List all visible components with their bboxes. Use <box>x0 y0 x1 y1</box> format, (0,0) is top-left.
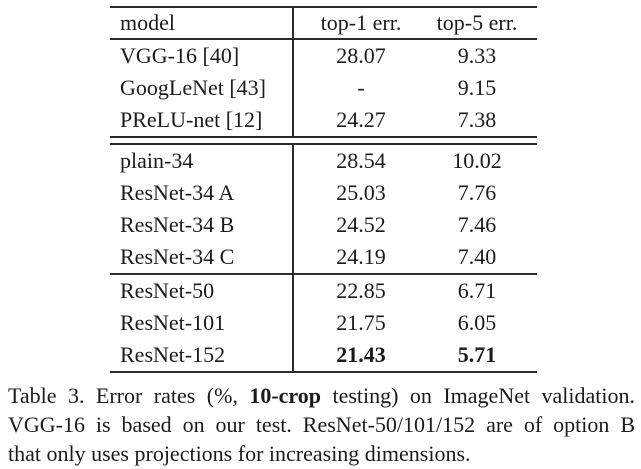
group-separator-rule <box>110 273 537 275</box>
table-caption: Table 3. Error rates (%, 10-crop testing… <box>8 381 635 468</box>
table-row: ResNet-101 21.75 6.05 <box>110 307 537 339</box>
header-separator-rule <box>110 38 537 40</box>
top5-cell: 7.38 <box>457 107 497 132</box>
table-bottom-rule <box>110 371 537 373</box>
top1-cell: 24.19 <box>336 244 386 269</box>
model-cell: plain-34 <box>110 145 294 177</box>
top1-cell: - <box>357 75 365 100</box>
table-header-row: model top-1 err. top-5 err. <box>110 8 537 38</box>
top5-cell: 7.46 <box>457 212 497 237</box>
group-separator-double-rule <box>110 136 537 145</box>
table-row: ResNet-50 22.85 6.71 <box>110 275 537 307</box>
top1-cell: 25.03 <box>336 180 386 205</box>
caption-text: Table 3. Error rates (%, <box>8 383 250 408</box>
results-table: model top-1 err. top-5 err. VGG-16 [40] … <box>110 6 537 373</box>
top1-cell: 21.43 <box>336 342 386 367</box>
top1-cell: 24.27 <box>336 107 386 132</box>
top5-cell: 9.33 <box>457 43 497 68</box>
top1-cell: 22.85 <box>336 278 386 303</box>
top5-cell: 7.40 <box>457 244 497 269</box>
caption-text: testing) on ImageNet validation. <box>321 383 635 408</box>
top5-cell: 5.71 <box>457 342 497 367</box>
top1-cell: 28.54 <box>336 148 386 173</box>
top5-cell: 6.05 <box>457 310 497 335</box>
table-row: GoogLeNet [43] - 9.15 <box>110 72 537 104</box>
model-cell: ResNet-101 <box>110 307 294 339</box>
model-cell: VGG-16 [40] <box>110 40 294 72</box>
top5-cell: 7.76 <box>457 180 497 205</box>
caption-line-1: Table 3. Error rates (%, 10-crop testing… <box>8 381 635 410</box>
table-row: PReLU-net [12] 24.27 7.38 <box>110 104 537 136</box>
model-cell: ResNet-34 C <box>110 241 294 273</box>
header-top5-err: top-5 err. <box>436 10 518 35</box>
table-row: ResNet-34 B 24.52 7.46 <box>110 209 537 241</box>
model-cell: ResNet-34 B <box>110 209 294 241</box>
table-row: ResNet-34 C 24.19 7.40 <box>110 241 537 273</box>
model-cell: GoogLeNet [43] <box>110 72 294 104</box>
caption-line-2: VGG-16 is based on our test. ResNet-50/1… <box>8 412 635 437</box>
model-cell: ResNet-34 A <box>110 177 294 209</box>
model-cell: ResNet-50 <box>110 275 294 307</box>
top1-cell: 24.52 <box>336 212 386 237</box>
table-row: ResNet-152 21.43 5.71 <box>110 339 537 371</box>
model-cell: PReLU-net [12] <box>110 104 294 136</box>
table-row: VGG-16 [40] 28.07 9.33 <box>110 40 537 72</box>
table-row: plain-34 28.54 10.02 <box>110 145 537 177</box>
model-cell: ResNet-152 <box>110 339 294 371</box>
header-model: model <box>110 8 294 38</box>
top5-cell: 10.02 <box>452 148 502 173</box>
header-top1-err: top-1 err. <box>320 10 402 35</box>
top5-cell: 6.71 <box>457 278 497 303</box>
top1-cell: 21.75 <box>336 310 386 335</box>
top5-cell: 9.15 <box>457 75 497 100</box>
caption-bold-text: 10-crop <box>249 383 322 408</box>
table-row: ResNet-34 A 25.03 7.76 <box>110 177 537 209</box>
caption-line-3: that only uses projections for increasin… <box>8 441 471 466</box>
table-top-rule <box>110 6 537 8</box>
top1-cell: 28.07 <box>336 43 386 68</box>
